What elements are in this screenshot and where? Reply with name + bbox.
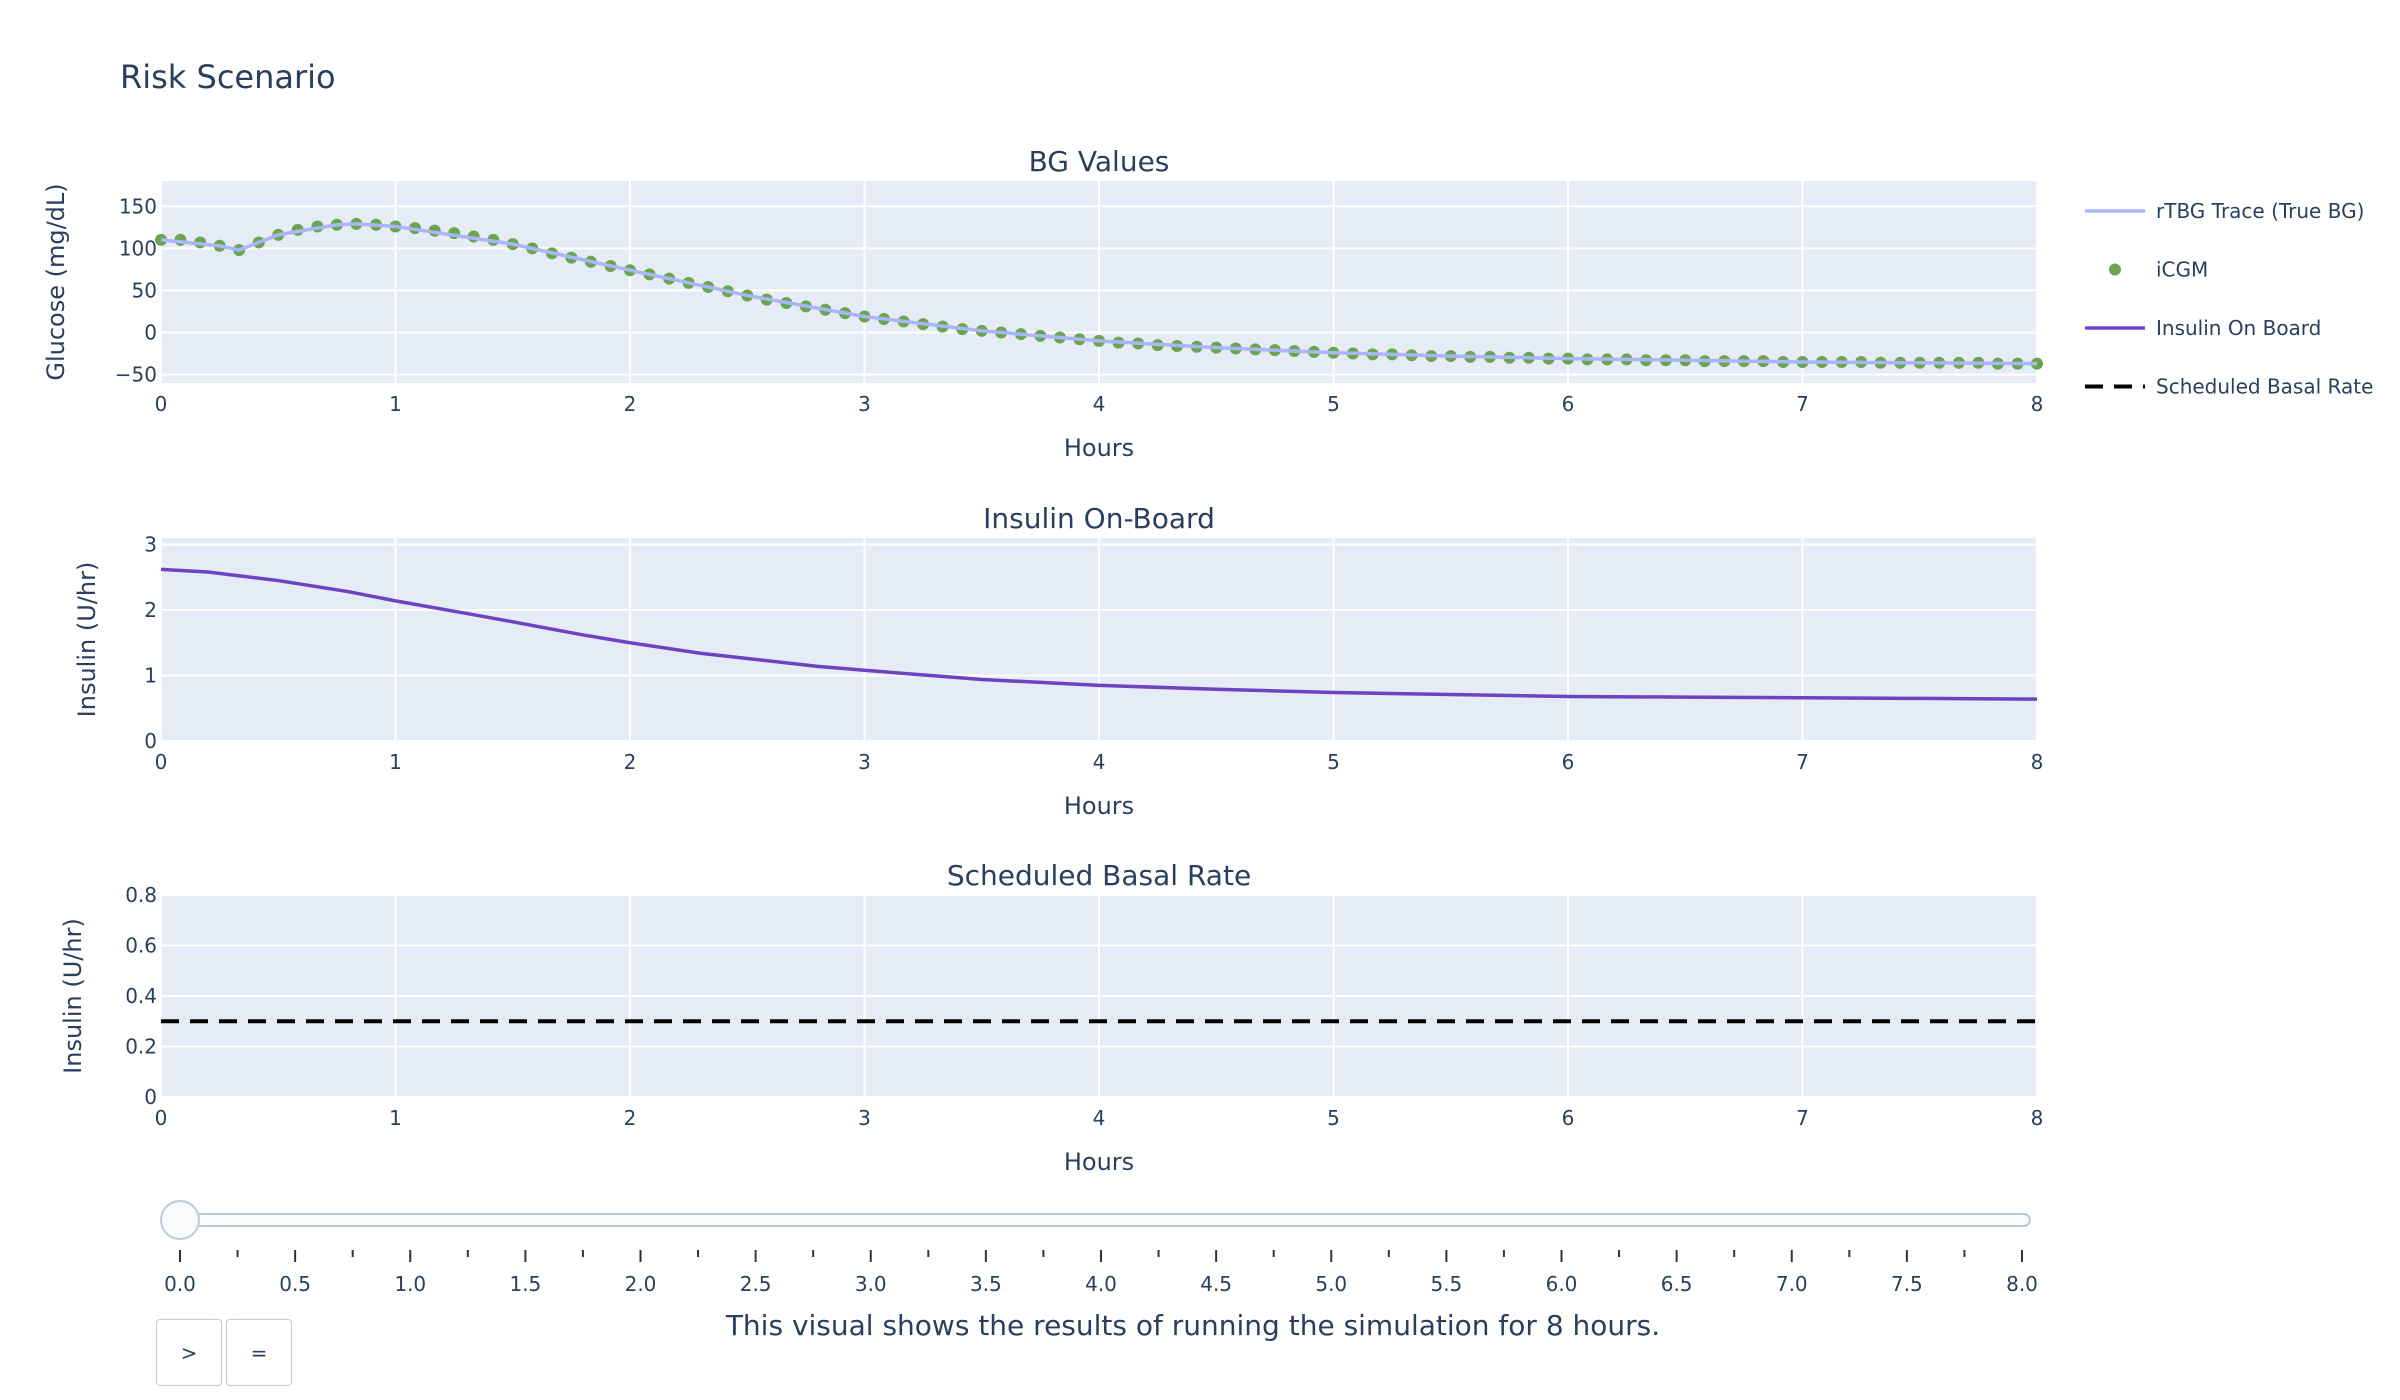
x-tick-label: 3 <box>858 750 871 774</box>
x-tick-label: 4 <box>1093 392 1106 416</box>
y-tick-label: 100 <box>119 236 157 260</box>
slider-tick-label: 4.5 <box>1200 1272 1232 1296</box>
y-axis-label: Insulin (U/hr) <box>59 918 87 1074</box>
x-tick-label: 4 <box>1093 750 1106 774</box>
rtbg-line <box>160 222 2038 366</box>
legend-label: rTBG Trace (True BG) <box>2156 199 2364 223</box>
y-axis-label: Glucose (mg/dL) <box>42 183 70 380</box>
pause-button[interactable]: = <box>226 1319 292 1386</box>
y-tick-label: 0.6 <box>125 934 157 958</box>
x-tick-label: 8 <box>2031 750 2044 774</box>
x-tick-label: 8 <box>2031 392 2044 416</box>
slider-tick-label: 4.0 <box>1085 1272 1117 1296</box>
x-tick-label: 7 <box>1796 750 1809 774</box>
x-tick-label: 0 <box>155 392 168 416</box>
x-tick-label: 2 <box>624 1106 637 1130</box>
x-tick-label: 2 <box>624 750 637 774</box>
x-tick-label: 1 <box>389 1106 402 1130</box>
x-axis-label: Hours <box>1064 792 1134 820</box>
x-tick-label: 1 <box>389 750 402 774</box>
y-tick-label: 3 <box>144 533 157 557</box>
x-axis-label: Hours <box>1064 1148 1134 1176</box>
y-axis-label: Insulin (U/hr) <box>73 562 101 718</box>
iob-line <box>160 567 2038 701</box>
x-tick-label: 0 <box>155 750 168 774</box>
y-tick-label: 50 <box>132 278 157 302</box>
series-group <box>155 217 2043 370</box>
slider-tick-label: 3.5 <box>970 1272 1002 1296</box>
slider-tick-label: 8.0 <box>2006 1272 2038 1296</box>
y-tick-label: 1 <box>144 664 157 688</box>
slider-tick-label: 5.5 <box>1430 1272 1462 1296</box>
x-tick-label: 6 <box>1562 392 1575 416</box>
x-tick-label: 5 <box>1327 750 1340 774</box>
slider-tick-label: 2.5 <box>740 1272 772 1296</box>
slider-tick-label: 2.0 <box>625 1272 657 1296</box>
slider-tick-label: 6.0 <box>1546 1272 1578 1296</box>
slider-tick-label: 5.0 <box>1315 1272 1347 1296</box>
legend-label: Scheduled Basal Rate <box>2156 375 2373 399</box>
x-tick-label: 0 <box>155 1106 168 1130</box>
x-tick-label: 6 <box>1562 750 1575 774</box>
y-tick-label: 150 <box>119 194 157 218</box>
series-group <box>160 567 2038 701</box>
legend-item: rTBG Trace (True BG) <box>2085 199 2364 223</box>
x-tick-label: 8 <box>2031 1106 2044 1130</box>
slider-rail <box>171 1213 2031 1227</box>
slider-tick-label: 7.5 <box>1891 1272 1923 1296</box>
x-axis-label: Hours <box>1064 434 1134 462</box>
x-tick-label: 5 <box>1327 1106 1340 1130</box>
play-button[interactable]: > <box>156 1319 222 1386</box>
slider-tick-label: 0.0 <box>164 1272 196 1296</box>
legend-label: Insulin On Board <box>2156 316 2321 340</box>
x-tick-label: 3 <box>858 1106 871 1130</box>
x-tick-label: 7 <box>1796 1106 1809 1130</box>
y-tick-label: 0 <box>144 1085 157 1109</box>
slider-handle[interactable] <box>160 1200 200 1240</box>
x-tick-label: 5 <box>1327 392 1340 416</box>
x-tick-label: 6 <box>1562 1106 1575 1130</box>
x-tick-label: 7 <box>1796 392 1809 416</box>
subplot-3: 0 1 2 3 4 5 6 7 8 0 0.2 0.4 0.6 0.8 Scheduled Basal Ra… <box>59 859 2043 1176</box>
y-tick-label: 0.4 <box>125 984 157 1008</box>
legend-item: iCGM <box>2109 258 2208 282</box>
y-tick-label: 0 <box>144 321 157 345</box>
time-slider[interactable]: 0.0 0.5 1.0 1.5 2.0 2.5 3.0 3.5 4.0 4.5 5.0 5.5 6.0 6… <box>160 1200 2038 1296</box>
legend-item: Insulin On Board <box>2085 316 2321 340</box>
y-tick-label: −50 <box>115 363 157 387</box>
page-title: Risk Scenario <box>120 58 336 96</box>
slider-tick-label: 1.0 <box>394 1272 426 1296</box>
subplot-title: Insulin On-Board <box>983 502 1215 535</box>
x-tick-label: 2 <box>624 392 637 416</box>
x-tick-label: 4 <box>1093 1106 1106 1130</box>
subplot-1: 0 1 2 3 4 5 6 7 8 −50 0 50 100 150 BG Values Hours Gluco… <box>42 145 2043 462</box>
legend-label: iCGM <box>2156 258 2208 282</box>
y-tick-label: 0 <box>144 729 157 753</box>
slider-tick-label: 3.0 <box>855 1272 887 1296</box>
y-tick-label: 2 <box>144 598 157 622</box>
y-tick-label: 0.8 <box>125 883 157 907</box>
slider-tick-label: 7.0 <box>1776 1272 1808 1296</box>
caption-text: This visual shows the results of running… <box>725 1309 1660 1342</box>
slider-tick-label: 6.5 <box>1661 1272 1693 1296</box>
slider-tick-label: 1.5 <box>509 1272 541 1296</box>
subplot-title: Scheduled Basal Rate <box>947 859 1251 892</box>
legend: rTBG Trace (True BG) iCGM Insulin On Boar… <box>2085 199 2373 399</box>
y-tick-label: 0.2 <box>125 1035 157 1059</box>
legend-item: Scheduled Basal Rate <box>2085 375 2373 399</box>
subplot-title: BG Values <box>1029 145 1170 178</box>
legend-marker-icgm <box>2109 263 2121 276</box>
slider-tick-label: 0.5 <box>279 1272 311 1296</box>
subplot-2: 0 1 2 3 4 5 6 7 8 0 1 2 3 Insulin On-Board Hours Insuli… <box>73 502 2043 820</box>
x-tick-label: 3 <box>858 392 871 416</box>
x-tick-label: 1 <box>389 392 402 416</box>
